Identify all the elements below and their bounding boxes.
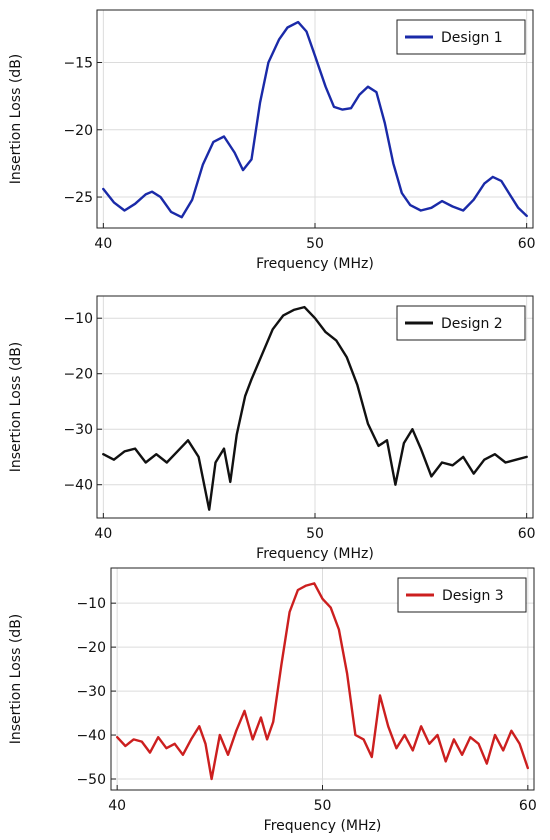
y-tick-label: −50 (76, 772, 106, 788)
x-tick-label: 50 (306, 236, 324, 252)
x-tick-label: 50 (314, 798, 332, 814)
y-axis-title: Insertion Loss (dB) (8, 614, 24, 745)
x-tick-label: 60 (519, 798, 537, 814)
y-tick-label: −40 (76, 728, 106, 744)
x-tick-label: 60 (518, 526, 536, 542)
chart-panel-1: 40 50 60 −25 −20 −15 Frequency (MHz) Insertion … (8, 9, 536, 272)
x-tick-label: 40 (94, 236, 112, 252)
series-line-3 (115, 582, 529, 781)
x-axis-title: Frequency (MHz) (256, 546, 374, 562)
chart-panel-2: 40 50 60 −40 −30 −20 −10 Frequency (MHz) Inserti… (8, 295, 536, 562)
legend-label: Design 1 (441, 30, 503, 46)
x-axis-title: Frequency (MHz) (264, 818, 382, 834)
y-tick-label: −20 (63, 367, 93, 383)
legend-label: Design 3 (442, 588, 504, 604)
series-line-1 (102, 20, 528, 219)
y-axis-title: Insertion Loss (dB) (8, 342, 24, 473)
legend-label: Design 2 (441, 316, 503, 332)
x-tick-label: 40 (108, 798, 126, 814)
y-tick-label: −10 (76, 596, 106, 612)
x-tick-label: 60 (518, 236, 536, 252)
y-tick-label: −20 (63, 123, 93, 139)
x-tick-label: 40 (94, 526, 112, 542)
x-axis-title: Frequency (MHz) (256, 256, 374, 272)
y-tick-label: −20 (76, 640, 106, 656)
y-tick-label: −25 (63, 190, 93, 206)
y-axis-title: Insertion Loss (dB) (8, 54, 24, 185)
y-tick-label: −10 (63, 311, 93, 327)
chart-panel-3: 40 50 60 −50 −40 −30 −20 −10 Frequency (MHz) Inse… (8, 567, 537, 834)
y-tick-label: −15 (63, 55, 93, 71)
y-tick-label: −30 (76, 684, 106, 700)
y-tick-label: −30 (63, 422, 93, 438)
x-tick-label: 50 (306, 526, 324, 542)
series-line-2 (102, 305, 528, 511)
y-tick-label: −40 (63, 478, 93, 494)
